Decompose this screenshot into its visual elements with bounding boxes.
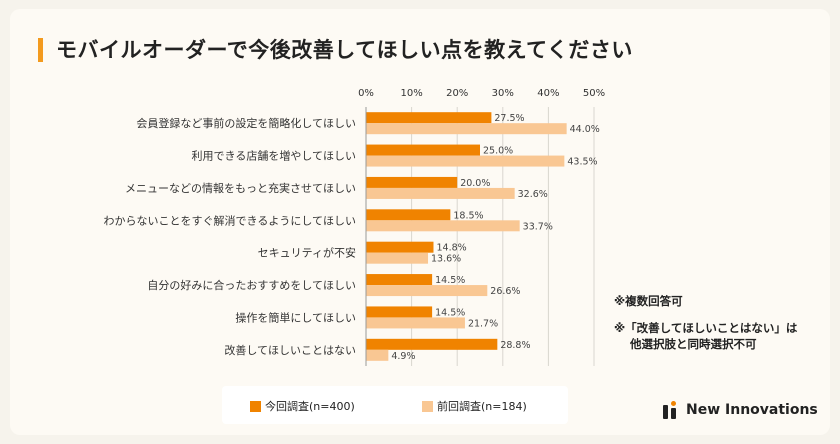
category-label: わからないことをすぐ解消できるようにしてほしい (104, 213, 356, 227)
data-label: 33.7% (523, 221, 553, 232)
x-tick-label: 10% (400, 88, 422, 99)
data-label: 28.8% (500, 340, 530, 351)
data-label: 44.0% (570, 124, 600, 135)
legend-label-previous: 前回調査(n=184) (437, 400, 527, 413)
brand-mark-icon (662, 401, 680, 419)
data-label: 4.9% (391, 351, 415, 362)
x-tick-label: 20% (446, 88, 468, 99)
category-label: セキュリティが不安 (258, 246, 356, 260)
bar (366, 155, 565, 167)
category-label: メニューなどの情報をもっと充実させてほしい (125, 181, 356, 195)
chart-legend: 今回調査(n=400) 前回調査(n=184) (222, 386, 568, 424)
data-label: 25.0% (483, 146, 513, 157)
bar (366, 220, 520, 232)
x-tick-label: 0% (358, 88, 374, 99)
page-title: モバイルオーダーで今後改善してほしい点を教えてください (56, 38, 633, 62)
bar (366, 317, 465, 329)
x-tick-label: 40% (537, 88, 559, 99)
x-tick-label: 50% (583, 88, 605, 99)
data-label: 43.5% (567, 157, 597, 168)
data-label: 21.7% (468, 318, 498, 329)
bar (366, 285, 488, 297)
data-label: 14.5% (435, 307, 465, 318)
data-label: 14.5% (435, 275, 465, 286)
title-accent-bar (38, 38, 43, 62)
note-exclusive-line2: 他選択肢と同時選択不可 (630, 337, 757, 351)
brand-logo: New Innovations (662, 401, 818, 419)
legend-swatch-current (250, 400, 261, 412)
note-multiple-answers: ※複数回答可 (614, 294, 683, 308)
brand-name: New Innovations (686, 402, 818, 418)
category-label: 会員登録など事前の設定を簡略化してほしい (136, 116, 356, 130)
bar (366, 112, 492, 124)
bar (366, 144, 480, 156)
category-label: 操作を簡単にしてほしい (235, 310, 356, 324)
bar (366, 338, 498, 350)
legend-swatch-previous (422, 400, 433, 412)
bar (366, 176, 458, 188)
data-label: 27.5% (494, 113, 524, 124)
bar (366, 241, 434, 253)
data-label: 13.6% (431, 254, 461, 265)
data-label: 20.0% (460, 178, 490, 189)
bar (366, 187, 515, 199)
x-tick-label: 30% (492, 88, 514, 99)
category-label: 利用できる店舗を増やしてほしい (192, 149, 356, 163)
bar (366, 209, 451, 221)
category-label: 改善してほしいことはない (224, 343, 356, 357)
data-label: 18.5% (453, 210, 483, 221)
data-label: 14.8% (436, 243, 466, 254)
data-label: 26.6% (490, 286, 520, 297)
bar (366, 306, 433, 318)
bar (366, 123, 567, 135)
legend-label-current: 今回調査(n=400) (265, 400, 355, 413)
data-label: 32.6% (518, 189, 548, 200)
legend-item-previous: 前回調査(n=184) (422, 398, 527, 414)
category-label: 自分の好みに合ったおすすめをしてほしい (147, 278, 356, 292)
bar (366, 252, 429, 264)
bar (366, 274, 433, 286)
bar (366, 349, 389, 361)
note-exclusive-line1: ※「改善してほしいことはない」は (614, 321, 798, 335)
legend-item-current: 今回調査(n=400) (250, 398, 355, 414)
